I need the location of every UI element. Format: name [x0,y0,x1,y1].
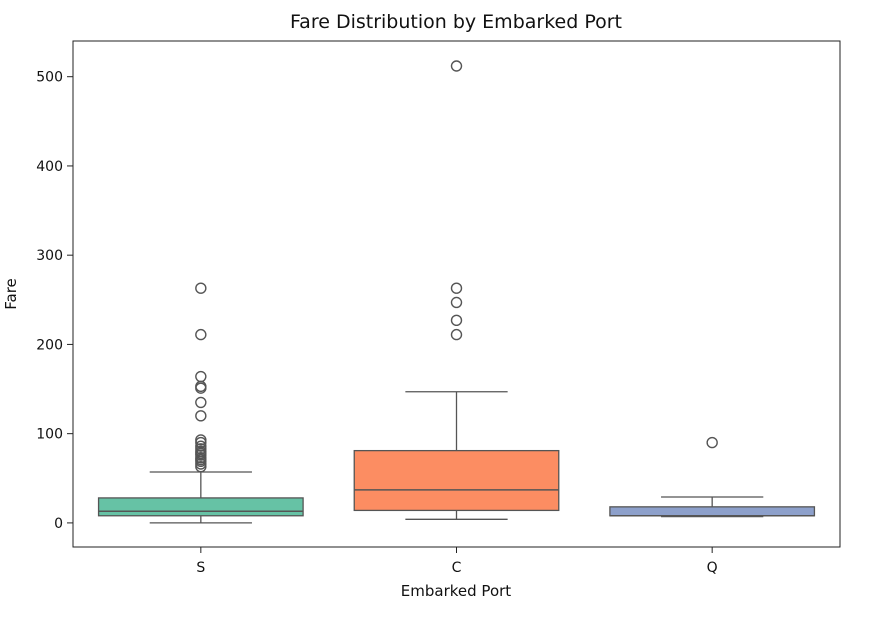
chart-title: Fare Distribution by Embarked Port [290,11,622,33]
iqr-box [97,497,304,517]
outlier-point [195,382,207,394]
y-tick-label: 500 [36,70,63,86]
box-Q [609,436,816,518]
outlier-point [450,296,463,309]
y-axis-label: Fare [2,278,20,310]
outlier-point [195,396,207,409]
x-tick-label: Q [707,560,718,576]
outlier-point [195,410,207,422]
y-tick-label: 300 [36,248,63,264]
x-tick-label: S [196,560,205,576]
outlier-point [195,328,207,341]
y-tick-label: 100 [36,427,63,443]
y-tick-label: 400 [36,159,63,175]
iqr-box [353,449,560,512]
box-C [353,60,560,520]
y-axis: 0 100 200 300 400 500 [36,70,73,532]
outlier-point [706,436,718,449]
outlier-point [195,282,207,294]
x-tick-label: C [452,560,462,576]
outlier-point [195,370,207,383]
box-S [97,282,304,524]
outlier-point [450,60,463,72]
outlier-point [450,282,463,294]
iqr-box [609,506,816,517]
outlier-point [195,436,207,449]
y-tick-label: 200 [36,337,63,353]
y-tick-label: 0 [54,516,63,532]
outlier-point [450,314,463,327]
x-axis-label: Embarked Port [401,582,511,600]
outlier-point [450,328,463,341]
plot-area [97,60,816,524]
outlier-point [195,460,207,473]
